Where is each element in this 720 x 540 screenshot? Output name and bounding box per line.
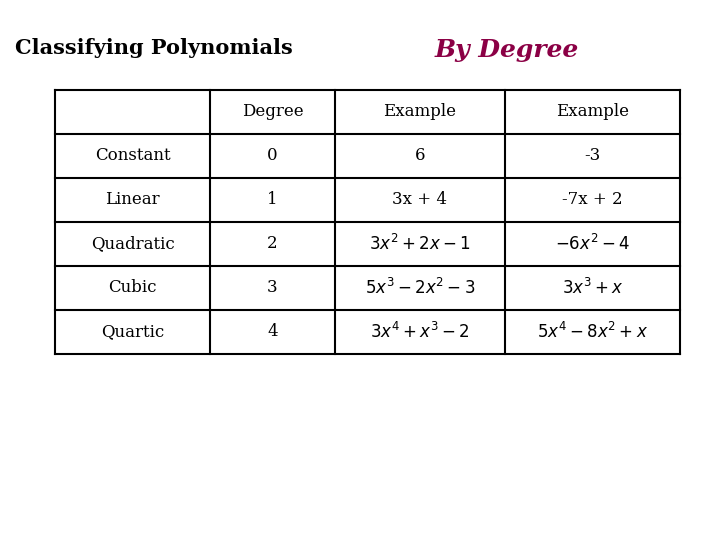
Text: $-6x^2-4$: $-6x^2-4$ (555, 234, 630, 254)
Text: Quadratic: Quadratic (91, 235, 174, 253)
Text: 2: 2 (267, 235, 278, 253)
Text: 6: 6 (415, 147, 426, 165)
Text: Quartic: Quartic (101, 323, 164, 341)
Text: $3x^4+x^3-2$: $3x^4+x^3-2$ (370, 322, 469, 342)
Text: $3x^3+x$: $3x^3+x$ (562, 278, 624, 298)
Text: -3: -3 (585, 147, 600, 165)
Text: $5x^3-2x^2-3$: $5x^3-2x^2-3$ (365, 278, 475, 298)
Text: Example: Example (556, 104, 629, 120)
Text: 3x + 4: 3x + 4 (392, 192, 448, 208)
Text: $5x^4-8x^2+x$: $5x^4-8x^2+x$ (537, 322, 648, 342)
Text: 0: 0 (267, 147, 278, 165)
Text: $3x^2+2x-1$: $3x^2+2x-1$ (369, 234, 471, 254)
Text: 3: 3 (267, 280, 278, 296)
Text: Cubic: Cubic (108, 280, 157, 296)
Text: Example: Example (384, 104, 456, 120)
Text: Linear: Linear (105, 192, 160, 208)
Text: 1: 1 (267, 192, 278, 208)
Text: 4: 4 (267, 323, 278, 341)
Text: By Degree: By Degree (435, 38, 580, 62)
Text: Degree: Degree (242, 104, 303, 120)
Text: -7x + 2: -7x + 2 (562, 192, 623, 208)
Text: Constant: Constant (95, 147, 171, 165)
Text: Classifying Polynomials: Classifying Polynomials (15, 38, 293, 58)
